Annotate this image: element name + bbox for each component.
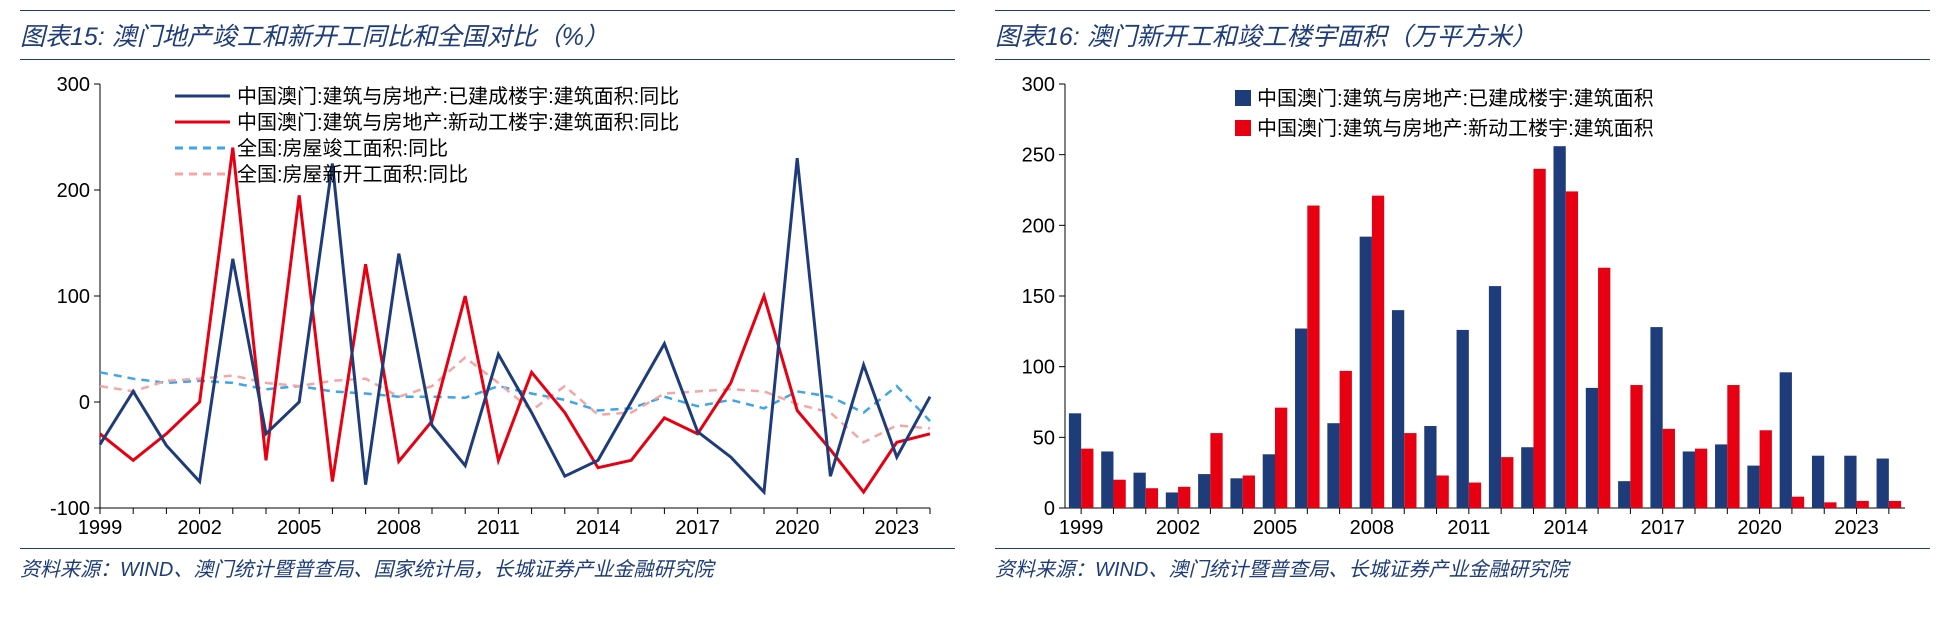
svg-text:2023: 2023 xyxy=(1834,517,1879,539)
svg-text:2005: 2005 xyxy=(277,517,322,539)
svg-text:150: 150 xyxy=(1022,286,1055,308)
svg-text:2017: 2017 xyxy=(675,517,720,539)
source-left: 资料来源：WIND、澳门统计暨普查局、国家统计局，长城证券产业金融研究院 xyxy=(20,548,955,582)
svg-text:300: 300 xyxy=(57,74,90,96)
svg-text:2017: 2017 xyxy=(1640,517,1685,539)
svg-text:中国澳门:建筑与房地产:已建成楼宇:建筑面积: 中国澳门:建筑与房地产:已建成楼宇:建筑面积 xyxy=(1257,87,1654,110)
svg-text:全国:房屋新开工面积:同比: 全国:房屋新开工面积:同比 xyxy=(237,163,468,186)
svg-text:2008: 2008 xyxy=(377,517,422,539)
svg-text:2002: 2002 xyxy=(1156,517,1201,539)
chart-panel-right: 图表16: 澳门新开工和竣工楼宇面积（万平方米） 0 50 100 150 200 250… xyxy=(995,10,1930,582)
svg-text:0: 0 xyxy=(1044,498,1055,520)
svg-text:100: 100 xyxy=(1022,357,1055,379)
svg-text:2014: 2014 xyxy=(576,517,621,539)
svg-text:50: 50 xyxy=(1033,427,1055,449)
svg-text:300: 300 xyxy=(1022,74,1055,96)
line-chart: -100010020030019992002200520082011201420… xyxy=(20,68,955,548)
svg-text:250: 250 xyxy=(1022,145,1055,167)
chart-title-right: 图表16: 澳门新开工和竣工楼宇面积（万平方米） xyxy=(995,10,1930,60)
bar-chart: 0 50 100 150 200 250 300 1999 2002 2005 2008 2011 20… xyxy=(995,68,1930,548)
svg-text:2023: 2023 xyxy=(875,517,920,539)
chart-title-left: 图表15: 澳门地产竣工和新开工同比和全国对比（%） xyxy=(20,10,955,60)
svg-text:0: 0 xyxy=(79,392,90,414)
svg-text:2014: 2014 xyxy=(1544,517,1589,539)
svg-text:中国澳门:建筑与房地产:新动工楼宇:建筑面积:同比: 中国澳门:建筑与房地产:新动工楼宇:建筑面积:同比 xyxy=(237,111,679,134)
chart-title-text: 图表15: 澳门地产竣工和新开工同比和全国对比（%） xyxy=(20,23,609,51)
svg-text:2020: 2020 xyxy=(775,517,820,539)
svg-text:200: 200 xyxy=(57,180,90,202)
chart-panel-left: 图表15: 澳门地产竣工和新开工同比和全国对比（%） -100010020030… xyxy=(20,10,955,582)
svg-text:200: 200 xyxy=(1022,215,1055,237)
svg-text:1999: 1999 xyxy=(78,517,123,539)
svg-text:2011: 2011 xyxy=(1447,517,1490,539)
source-right: 资料来源：WIND、澳门统计暨普查局、长城证券产业金融研究院 xyxy=(995,548,1930,582)
svg-text:2011: 2011 xyxy=(477,517,520,539)
svg-text:中国澳门:建筑与房地产:新动工楼宇:建筑面积: 中国澳门:建筑与房地产:新动工楼宇:建筑面积 xyxy=(1257,117,1654,140)
svg-text:100: 100 xyxy=(57,286,90,308)
svg-text:全国:房屋竣工面积:同比: 全国:房屋竣工面积:同比 xyxy=(237,137,448,160)
svg-text:2005: 2005 xyxy=(1253,517,1298,539)
svg-text:2020: 2020 xyxy=(1737,517,1782,539)
svg-text:2008: 2008 xyxy=(1350,517,1395,539)
chart-title-text: 图表16: 澳门新开工和竣工楼宇面积（万平方米） xyxy=(995,23,1537,51)
svg-text:中国澳门:建筑与房地产:已建成楼宇:建筑面积:同比: 中国澳门:建筑与房地产:已建成楼宇:建筑面积:同比 xyxy=(237,85,679,108)
svg-text:2002: 2002 xyxy=(177,517,222,539)
svg-text:1999: 1999 xyxy=(1059,517,1104,539)
